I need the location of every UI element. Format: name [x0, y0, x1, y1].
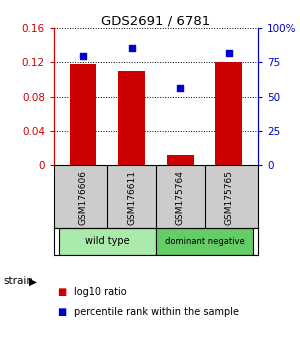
- Text: GSM175765: GSM175765: [224, 170, 233, 225]
- Title: GDS2691 / 6781: GDS2691 / 6781: [101, 14, 211, 27]
- Bar: [215, 62, 242, 165]
- Text: GSM176611: GSM176611: [127, 170, 136, 225]
- Bar: [156, 228, 253, 255]
- Text: log10 ratio: log10 ratio: [74, 287, 126, 297]
- Text: GSM175764: GSM175764: [176, 170, 185, 225]
- Point: [81, 53, 85, 59]
- Text: wild type: wild type: [85, 236, 130, 246]
- Bar: [118, 71, 145, 165]
- Text: dominant negative: dominant negative: [165, 237, 244, 246]
- Text: ■: ■: [57, 287, 66, 297]
- Bar: [70, 64, 97, 165]
- Text: percentile rank within the sample: percentile rank within the sample: [74, 307, 238, 316]
- Point: [129, 45, 134, 51]
- Text: strain: strain: [3, 276, 33, 286]
- Text: ■: ■: [57, 307, 66, 316]
- Bar: [167, 155, 194, 165]
- Bar: [59, 228, 156, 255]
- Text: ▶: ▶: [28, 276, 37, 286]
- Point: [178, 85, 183, 91]
- Point: [226, 50, 231, 56]
- Text: GSM176606: GSM176606: [79, 170, 88, 225]
